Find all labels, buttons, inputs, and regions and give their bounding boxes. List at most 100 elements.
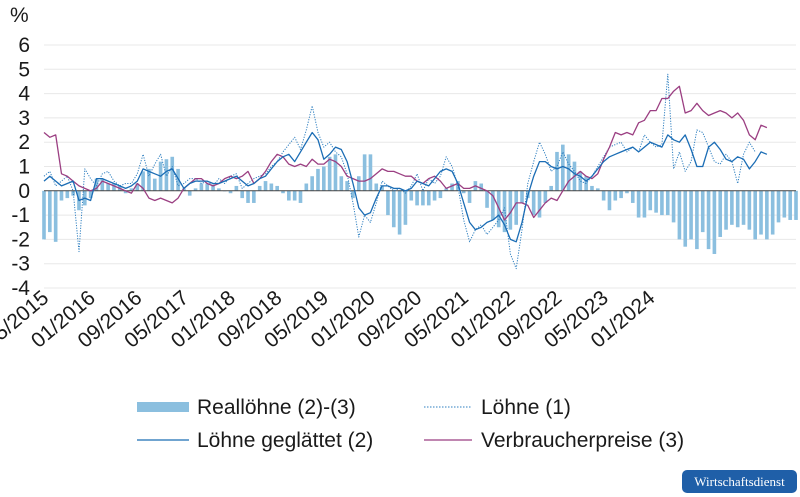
bar-reallohne: [211, 185, 215, 191]
bar-reallohne: [403, 190, 408, 225]
y-tick-label: 6: [18, 34, 30, 57]
publisher-logo-badge: Wirtschaftsdienst: [682, 470, 797, 493]
legend: Reallöhne (2)-(3) Löhne (1) Löhne geglät…: [137, 396, 684, 452]
bar-reallohne: [356, 176, 361, 191]
y-tick-label: -2: [11, 228, 30, 251]
bar-reallohne: [636, 190, 641, 218]
bar-reallohne: [689, 190, 693, 240]
bar-reallohne: [421, 190, 425, 206]
bar-reallohne: [368, 154, 373, 191]
bar-reallohne: [205, 183, 210, 191]
bar-reallohne: [444, 188, 449, 191]
bar-reallohne: [397, 190, 402, 235]
bar-reallohne: [187, 190, 192, 196]
bar-reallohne: [298, 190, 303, 203]
y-tick-label: 2: [18, 131, 30, 154]
bar-reallohne: [537, 190, 542, 218]
bar-reallohne: [100, 178, 105, 191]
gridlines: [44, 44, 796, 289]
bar-reallohne: [380, 185, 384, 191]
bar-reallohne: [339, 176, 344, 191]
bar-reallohne: [782, 190, 787, 218]
bar-reallohne: [555, 151, 559, 191]
bar-reallohne: [502, 190, 507, 233]
bar-reallohne: [426, 190, 431, 206]
bar-reallohne: [590, 185, 594, 191]
bar-reallohne: [351, 190, 355, 199]
bar-reallohne: [695, 190, 699, 250]
bar-reallohne: [514, 190, 518, 225]
bar-reallohne: [724, 190, 728, 230]
bar-reallohne: [759, 190, 763, 235]
bar-reallohne: [432, 190, 437, 201]
bar-reallohne: [252, 190, 256, 203]
bar-reallohne: [520, 190, 524, 203]
bar-reallohne: [625, 190, 629, 194]
y-tick-label: -1: [11, 204, 30, 227]
legend-label-verbraucherpreise: Verbraucherpreise (3): [481, 429, 684, 452]
bar-reallohne: [607, 190, 612, 211]
y-tick-label: -4: [11, 277, 30, 300]
bar-reallohne: [147, 168, 151, 191]
bar-reallohne: [601, 190, 606, 201]
bar-reallohne: [665, 190, 670, 216]
legend-swatch-reallohne: [137, 402, 189, 412]
bar-reallohne: [549, 185, 553, 191]
y-tick-label: 4: [18, 83, 30, 106]
bar-reallohne: [176, 168, 180, 191]
line-lohne-geglattet: [43, 131, 768, 243]
y-axis-unit: %: [10, 4, 29, 27]
bar-reallohne: [712, 190, 717, 254]
bar-reallohne: [257, 185, 262, 191]
bar-reallohne: [42, 190, 46, 240]
bar-reallohne: [735, 190, 740, 228]
bar-reallohne: [677, 190, 682, 240]
bar-reallohne: [683, 190, 688, 247]
series-reallohne-bars: [42, 144, 798, 254]
bar-reallohne: [275, 185, 279, 191]
bar-reallohne: [246, 190, 250, 203]
bar-reallohne: [578, 171, 583, 191]
bar-reallohne: [362, 154, 367, 191]
bar-reallohne: [531, 190, 536, 216]
bar-reallohne: [409, 190, 414, 201]
bar-reallohne: [374, 183, 379, 191]
y-tick-label: 3: [18, 107, 30, 130]
bar-reallohne: [776, 190, 781, 223]
y-tick-label: 1: [18, 156, 30, 179]
bar-reallohne: [71, 190, 75, 196]
bar-reallohne: [391, 190, 396, 228]
bar-reallohne: [648, 190, 653, 211]
bar-reallohne: [753, 190, 758, 240]
bar-reallohne: [152, 178, 157, 191]
bar-reallohne: [217, 188, 221, 191]
bar-reallohne: [788, 190, 792, 220]
bar-reallohne: [660, 190, 664, 216]
bar-reallohne: [561, 144, 565, 191]
bar-reallohne: [700, 190, 705, 233]
bar-reallohne: [135, 183, 140, 191]
bar-reallohne: [345, 181, 349, 191]
bar-reallohne: [228, 190, 233, 194]
bar-reallohne: [630, 190, 635, 203]
bar-reallohne: [415, 190, 419, 206]
bar-reallohne: [619, 190, 623, 199]
bar-reallohne: [316, 168, 320, 191]
bar-reallohne: [595, 188, 600, 191]
bar-reallohne: [642, 190, 647, 218]
bar-reallohne: [106, 183, 110, 191]
bar-reallohne: [53, 190, 58, 242]
y-tick-label: 0: [18, 180, 30, 203]
bar-reallohne: [456, 181, 460, 191]
bar-reallohne: [747, 190, 752, 230]
x-tick-labels: 05/201501/201609/201605/201701/201809/20…: [0, 286, 660, 353]
bar-reallohne: [333, 154, 338, 191]
bar-reallohne: [269, 183, 274, 191]
bar-reallohne: [386, 190, 390, 216]
bar-reallohne: [88, 190, 93, 199]
bar-reallohne: [450, 183, 454, 191]
bar-reallohne: [112, 183, 116, 191]
legend-label-reallohne: Reallöhne (2)-(3): [197, 396, 356, 419]
bar-reallohne: [794, 190, 798, 220]
